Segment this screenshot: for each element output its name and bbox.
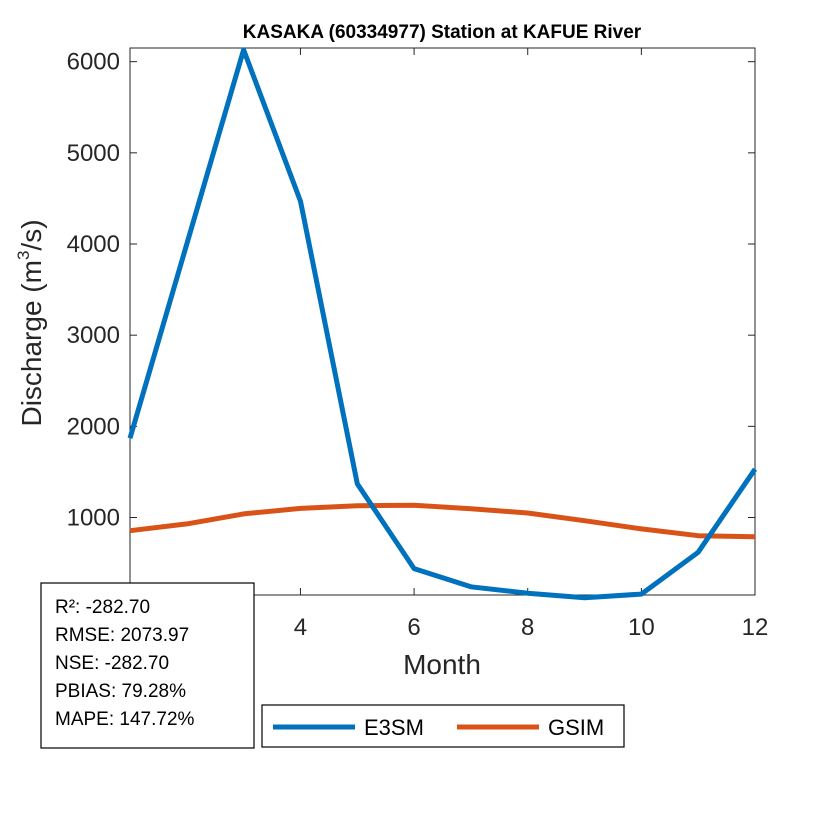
y-tick-label: 1000	[67, 505, 120, 532]
x-tick-label: 12	[742, 614, 769, 641]
stats-rmse: RMSE: 2073.97	[55, 625, 189, 646]
x-axis-label: Month	[403, 649, 481, 680]
y-tick-label: 6000	[67, 49, 120, 76]
stats-box: R²: -282.70 RMSE: 2073.97 NSE: -282.70 P…	[40, 582, 255, 749]
x-tick-label: 10	[628, 614, 655, 641]
plot-area	[129, 47, 756, 596]
y-tick-label: 4000	[67, 231, 120, 258]
x-tick-label: 8	[521, 614, 534, 641]
stats-mape: MAPE: 147.72%	[55, 709, 195, 730]
legend-label-e3sm: E3SM	[364, 715, 424, 740]
series-line-e3sm	[127, 47, 758, 601]
y-axis-label-main: Discharge (m	[16, 260, 47, 426]
y-tick-labels: 1000 2000 3000 4000 5000 6000	[67, 49, 120, 532]
y-tick-label: 2000	[67, 413, 120, 440]
y-axis-label-tail: /s)	[16, 219, 47, 250]
x-tick-label: 4	[294, 614, 307, 641]
series-lines	[127, 47, 758, 601]
chart-title: KASAKA (60334977) Station at KAFUE River	[243, 22, 642, 43]
series-line-gsim	[129, 502, 756, 540]
y-tick-label: 3000	[67, 322, 120, 349]
stats-pbias: PBIAS: 79.28%	[55, 681, 186, 702]
stats-r2: R²: -282.70	[55, 597, 150, 618]
stats-nse: NSE: -282.70	[55, 653, 169, 674]
y-axis-label-superscript: 3	[14, 251, 33, 260]
y-axis-label: Discharge (m3/s)	[14, 219, 47, 426]
axis-ticks	[130, 48, 756, 595]
x-tick-labels: 4 6 8 10 12	[294, 614, 769, 641]
legend-label-gsim: GSIM	[548, 715, 604, 740]
x-tick-label: 6	[407, 614, 420, 641]
legend: E3SM GSIM	[261, 704, 625, 748]
y-tick-label: 5000	[67, 140, 120, 167]
